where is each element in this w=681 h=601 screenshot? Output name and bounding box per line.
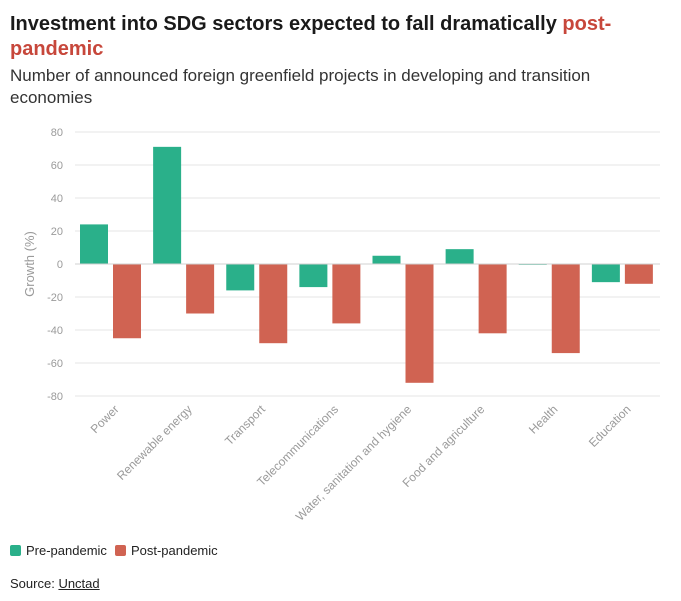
y-axis-title: Growth (%) — [22, 231, 37, 297]
y-tick-label: -40 — [47, 325, 63, 337]
x-tick-label: Food and agriculture — [400, 402, 488, 490]
bar-post-pandemic — [478, 264, 507, 334]
chart-title: Investment into SDG sectors expected to … — [10, 12, 670, 62]
chart-title-accent: post-pandemic — [10, 13, 612, 60]
bar-pre-pandemic — [299, 264, 328, 288]
chart-title-main: Investment into SDG sectors expected to … — [10, 13, 557, 35]
bar-pre-pandemic — [591, 264, 620, 283]
y-tick-label: 80 — [51, 127, 63, 139]
bar-post-pandemic — [113, 264, 141, 339]
y-tick-label: -80 — [47, 391, 63, 403]
bar-pre-pandemic — [372, 255, 401, 264]
legend-item-post-pandemic[interactable]: Post-pandemic — [114, 543, 218, 558]
y-tick-label: 60 — [51, 160, 63, 172]
bar-post-pandemic — [186, 264, 215, 314]
x-tick-label: Education — [586, 402, 634, 450]
source-link[interactable]: Unctad — [58, 576, 100, 591]
y-tick-label: 20 — [51, 226, 63, 238]
y-tick-label: -20 — [47, 292, 63, 304]
bar-post-pandemic — [332, 264, 361, 324]
legend-swatch-post-pandemic — [114, 545, 126, 556]
bar-pre-pandemic — [445, 249, 474, 264]
y-tick-label: 0 — [57, 259, 63, 271]
bar-pre-pandemic — [80, 224, 108, 264]
bar-pre-pandemic — [226, 264, 255, 291]
chart-subtitle: Number of announced foreign greenfield p… — [10, 66, 591, 107]
source-prefix: Source: — [10, 576, 55, 591]
x-tick-label: Telecommunications — [254, 402, 341, 489]
source-note: Source: Unctad — [10, 576, 100, 591]
x-tick-label: Transport — [222, 402, 268, 448]
legend-item-pre-pandemic[interactable]: Pre-pandemic — [10, 543, 107, 558]
bar-chart: 80 60 40 20 0 -20 -40 -60 -80 Growth (%) PowerRene… — [22, 127, 660, 524]
x-tick-label: Renewable energy — [114, 402, 195, 483]
bar-post-pandemic — [405, 264, 434, 383]
x-tick-label: Power — [88, 402, 122, 436]
bar-post-pandemic — [551, 264, 580, 354]
bar-post-pandemic — [624, 264, 653, 284]
y-tick-label: 40 — [51, 193, 63, 205]
legend-label-pre-pandemic: Pre-pandemic — [26, 543, 107, 558]
y-tick-label: -60 — [47, 358, 63, 370]
legend-swatch-pre-pandemic — [10, 545, 21, 556]
legend: Pre-pandemic Post-pandemic — [10, 543, 226, 558]
x-tick-label: Water, sanitation and hygiene — [293, 402, 415, 524]
legend-label-post-pandemic: Post-pandemic — [130, 543, 218, 558]
x-tick-label: Health — [526, 402, 560, 436]
bar-post-pandemic — [259, 264, 288, 344]
bar-pre-pandemic — [153, 146, 182, 264]
